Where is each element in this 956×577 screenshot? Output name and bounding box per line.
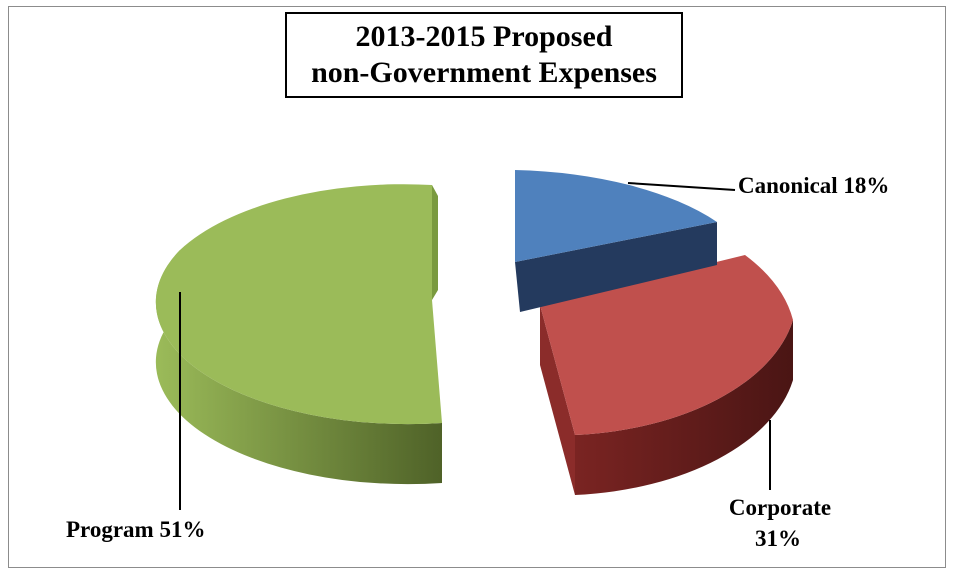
label-corporate-value: 31% xyxy=(755,526,801,551)
slice-program-side xyxy=(155,250,442,485)
slice-canonical-side xyxy=(515,222,717,312)
slice-program-inner xyxy=(432,185,438,300)
slice-canonical-top xyxy=(515,170,717,262)
slice-canonical xyxy=(515,170,717,312)
slice-program xyxy=(155,184,442,485)
label-corporate-name: Corporate xyxy=(729,495,831,520)
slice-program-top xyxy=(155,184,442,425)
chart-title: 2013-2015 Proposed non-Government Expens… xyxy=(285,12,683,98)
chart-title-line1: 2013-2015 Proposed xyxy=(355,20,613,53)
slice-corporate-top xyxy=(540,255,793,435)
slice-corporate xyxy=(540,255,793,495)
label-canonical: Canonical 18% xyxy=(738,173,889,198)
chart-title-line2: non-Government Expenses xyxy=(311,56,657,89)
leader-canonical xyxy=(627,182,736,191)
label-program: Program 51% xyxy=(66,517,205,542)
slice-corporate-outer-side xyxy=(575,320,793,495)
slice-corporate-side xyxy=(540,305,575,495)
